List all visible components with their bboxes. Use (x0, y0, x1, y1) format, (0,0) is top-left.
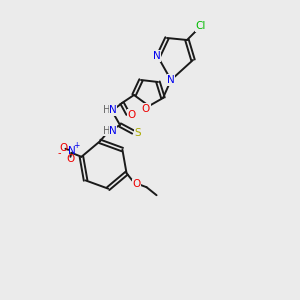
Text: O: O (128, 110, 136, 120)
Text: O: O (66, 154, 75, 164)
Text: N: N (167, 75, 175, 85)
Text: S: S (135, 128, 141, 138)
Text: H: H (103, 105, 111, 115)
Text: +: + (73, 141, 80, 150)
Text: O: O (59, 143, 68, 153)
Text: N: N (153, 51, 161, 61)
Text: N: N (109, 105, 117, 115)
Text: H: H (103, 126, 111, 136)
Text: Cl: Cl (196, 21, 206, 31)
Text: N: N (109, 126, 117, 136)
Text: O: O (132, 179, 141, 189)
Text: O: O (142, 104, 150, 114)
Text: -: - (58, 148, 61, 158)
Text: N: N (68, 146, 75, 156)
